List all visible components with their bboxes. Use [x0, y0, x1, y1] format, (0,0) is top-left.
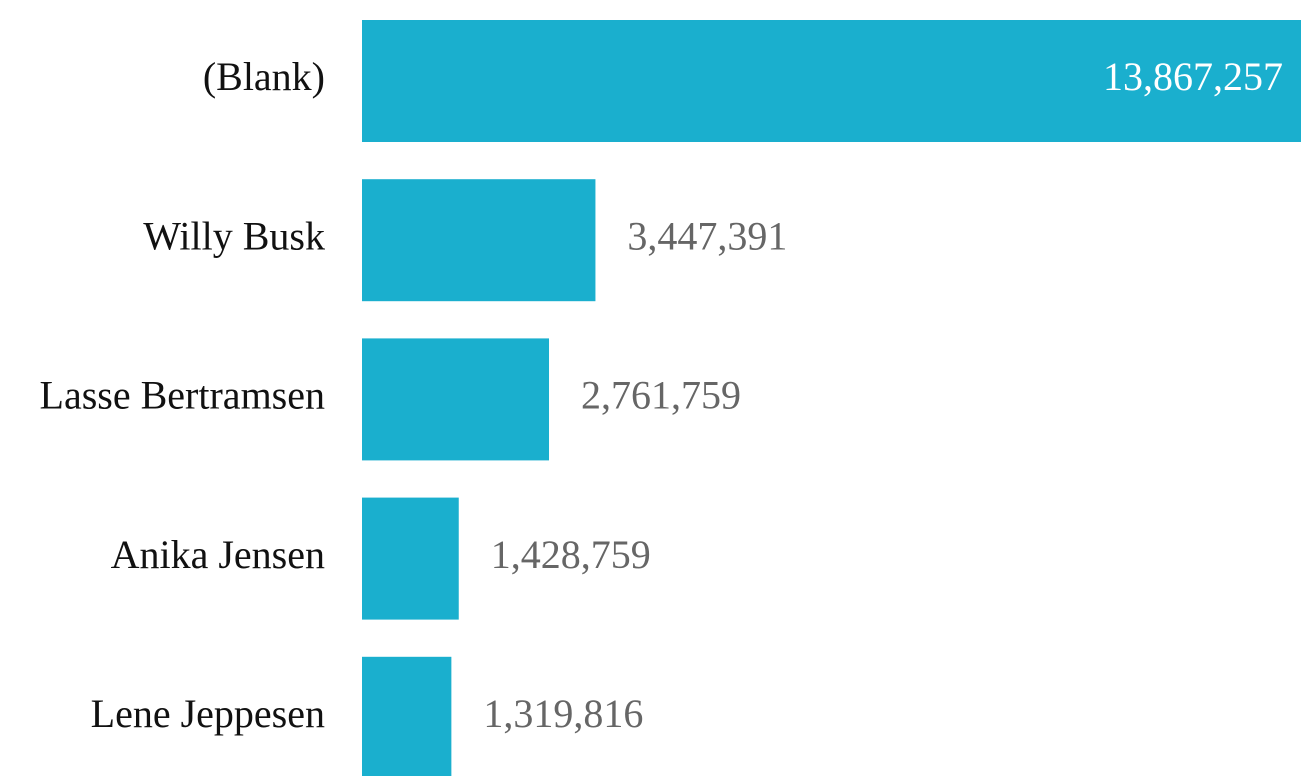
bar: [362, 656, 452, 776]
bar: [362, 338, 550, 461]
value-label: 1,428,759: [491, 532, 651, 577]
bar: [362, 497, 459, 620]
category-label: Anika Jensen: [111, 532, 325, 577]
category-label: (Blank): [203, 54, 325, 99]
category-label: Willy Busk: [143, 213, 325, 258]
value-label: 3,447,391: [627, 213, 787, 258]
value-label: 1,319,816: [483, 691, 643, 736]
category-label: Lasse Bertramsen: [40, 373, 325, 418]
bar: [362, 20, 1301, 142]
value-label: 2,761,759: [581, 373, 741, 418]
value-label: 13,867,257: [1103, 54, 1283, 99]
bar: [362, 179, 596, 302]
category-label: Lene Jeppesen: [91, 691, 325, 736]
